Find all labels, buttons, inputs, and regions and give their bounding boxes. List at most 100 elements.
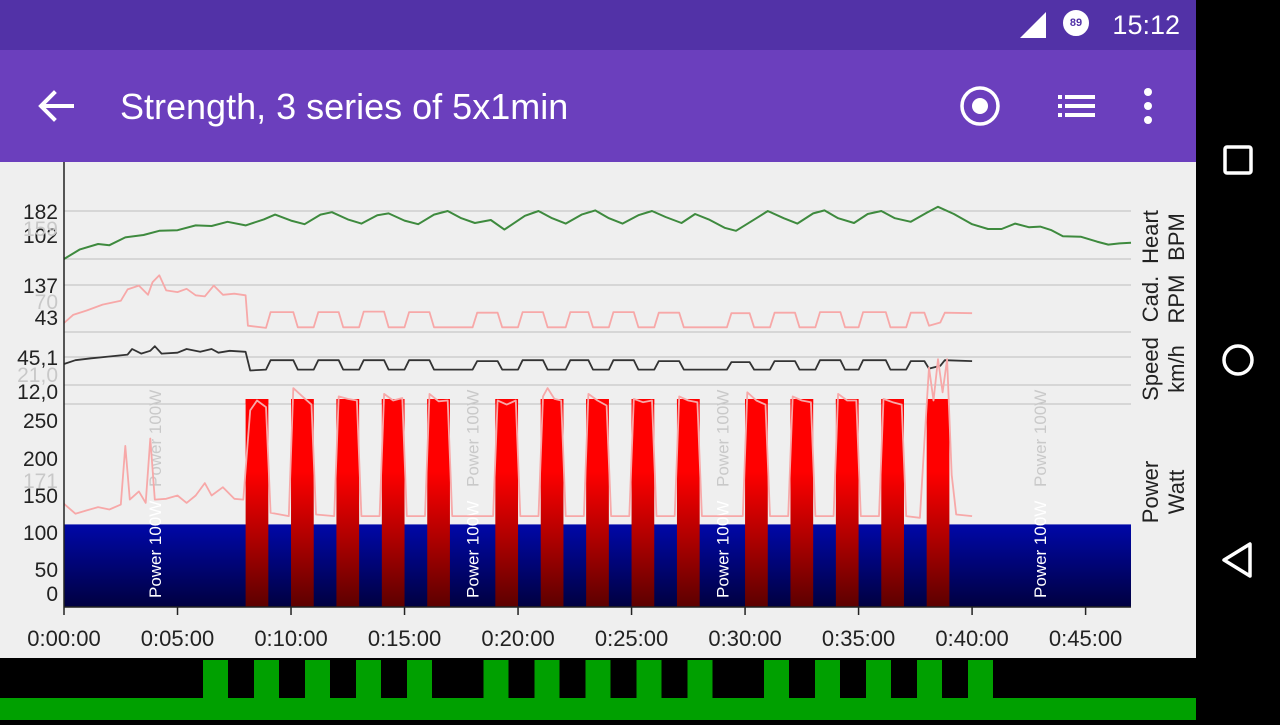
interval-bar-top [926, 399, 950, 404]
power-axis-unit: Watt [1164, 470, 1189, 514]
power-tick-label: 0 [46, 583, 58, 606]
interval-bar [291, 399, 314, 607]
speed-overlay-value: 21,0 [17, 364, 58, 387]
interval-strip-block [483, 660, 509, 700]
interval-strip-block [585, 660, 611, 700]
x-tick-label: 0:20:00 [481, 626, 554, 651]
interval-bar [540, 399, 564, 607]
heart-tick-label: 182 [23, 201, 58, 224]
more-vert-icon [1144, 88, 1152, 124]
power-tick-label: 50 [35, 559, 58, 582]
heart-axis-title: Heart [1138, 210, 1163, 264]
interval-bar [495, 399, 519, 607]
power-tick-label: 250 [23, 410, 58, 433]
interval-bar [926, 399, 950, 607]
interval-bar-top [676, 399, 700, 404]
system-back-button[interactable] [1214, 536, 1262, 584]
speed-tick-label: 12,0 [17, 381, 58, 404]
page-title: Strength, 3 series of 5x1min [120, 86, 569, 127]
cadence-tick-label: 137 [23, 275, 58, 298]
speed-tick-label: 45,1 [17, 347, 58, 370]
status-bar: 89 15:12 [0, 0, 1196, 50]
x-tick-label: 0:10:00 [254, 626, 327, 651]
interval-strip-canvas [0, 660, 1196, 720]
interval-strip-block [356, 660, 381, 700]
interval-bar [881, 399, 904, 607]
x-tick-label: 0:00:00 [27, 626, 100, 651]
cadence-tick-label: 43 [35, 307, 58, 330]
interval-strip-block [534, 660, 560, 700]
cadence-axis-unit: RPM [1164, 275, 1189, 324]
power-tick-label: 100 [23, 522, 58, 545]
target-label-power: Power 100W [713, 501, 732, 598]
x-tick-label: 0:45:00 [1049, 626, 1122, 651]
interval-bar [381, 399, 405, 607]
interval-bar-top [540, 399, 564, 404]
interval-strip-block [203, 660, 228, 700]
cadence-overlay-value: 70 [35, 291, 58, 314]
target-label-overlay: Power 100W [464, 390, 483, 487]
x-tick-label: 0:30:00 [708, 626, 781, 651]
interval-strip-block [687, 660, 713, 700]
interval-bar-top [495, 399, 519, 404]
target-label-overlay: Power 100W [146, 390, 165, 487]
recents-square-icon [1223, 145, 1253, 175]
target-label-overlay: Power 100W [713, 390, 732, 487]
interval-strip-block [866, 660, 891, 700]
interval-bar-top [291, 399, 314, 404]
target-label-power: Power 100W [1031, 501, 1050, 598]
battery-icon: 89 [1063, 10, 1089, 36]
target-label-power: Power 100W [464, 501, 483, 598]
heart-tick-label: 102 [23, 225, 58, 248]
x-tick-label: 0:25:00 [595, 626, 668, 651]
interval-strip-block [636, 660, 662, 700]
signal-icon [1020, 12, 1046, 38]
interval-bar [427, 399, 450, 607]
speed-axis-unit: km/h [1164, 345, 1189, 393]
interval-bar-top [381, 399, 405, 404]
interval-bar [676, 399, 700, 607]
back-arrow-icon [38, 90, 74, 122]
interval-strip-block [764, 660, 789, 700]
status-time: 15:12 [1112, 10, 1180, 40]
workout-chart[interactable]: Power 100W Power 100W Power 100W Power 100W… [0, 162, 1196, 658]
interval-strip-block [407, 660, 432, 700]
interval-strip-block [254, 660, 279, 700]
interval-bar [790, 399, 814, 607]
power-overlay-value: 171 [23, 470, 58, 493]
list-button[interactable] [1050, 80, 1102, 132]
interval-bar-top [745, 399, 768, 404]
power-tick-label: 200 [23, 448, 58, 471]
home-button[interactable] [1214, 336, 1262, 384]
battery-level: 89 [1069, 17, 1083, 29]
x-tick-label: 0:15:00 [368, 626, 441, 651]
heart-series-line [63, 205, 1132, 260]
recents-button[interactable] [1214, 136, 1262, 184]
interval-bar [245, 399, 269, 607]
back-button[interactable] [30, 80, 82, 132]
target-label-power: Power 100W [146, 501, 165, 598]
power-tick-label: 150 [23, 485, 58, 508]
power-axis-title: Power [1138, 461, 1163, 523]
target-label-overlay: Power 100W [1031, 390, 1050, 487]
speed-axis-title: Speed [1138, 337, 1163, 401]
interval-bar [835, 399, 859, 607]
interval-bar [586, 399, 609, 607]
list-icon [1058, 95, 1095, 117]
speed-series-line [63, 345, 973, 372]
system-nav-bar [1196, 0, 1280, 720]
record-button[interactable] [954, 80, 1006, 132]
interval-strip [0, 658, 1196, 720]
interval-bar [745, 399, 768, 607]
heart-overlay-value: 159 [23, 218, 58, 241]
x-tick-label: 0:35:00 [822, 626, 895, 651]
interval-strip-block [305, 660, 330, 700]
home-circle-icon [1222, 344, 1254, 376]
more-options-button[interactable] [1122, 80, 1174, 132]
interval-strip-block [917, 660, 942, 700]
cadence-series-line [63, 274, 973, 329]
interval-bar-top [790, 399, 814, 404]
back-triangle-icon [1222, 542, 1252, 578]
record-icon [960, 86, 1000, 126]
